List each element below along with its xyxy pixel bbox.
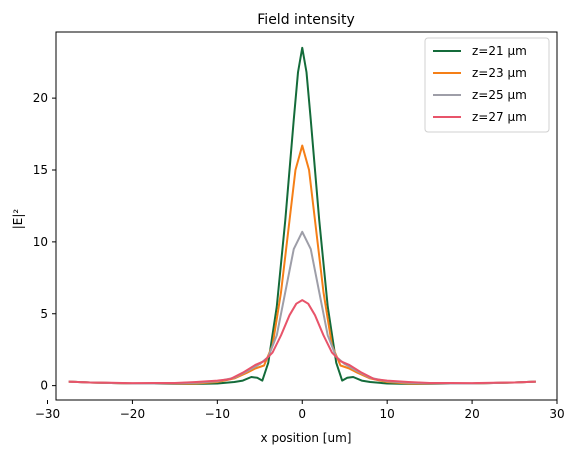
- series-line-3: [68, 299, 536, 385]
- chart-title: Field intensity: [257, 12, 354, 28]
- legend: z=21 μm z=23 μm z=25 μm z=27 μm: [424, 37, 550, 133]
- plot-area: [55, 31, 558, 401]
- y-axis: 0 5 10 15 20: [33, 91, 56, 393]
- y-tick-label: 10: [33, 235, 48, 249]
- legend-label-1: z=23 μm: [472, 66, 527, 80]
- x-tick-label: 10: [380, 407, 395, 421]
- x-tick-label: −20: [120, 407, 145, 421]
- y-axis-label: |E|²: [11, 209, 25, 230]
- legend-label-3: z=27 μm: [472, 110, 527, 124]
- plot-frame: [55, 31, 558, 401]
- legend-label-2: z=25 μm: [472, 88, 527, 102]
- y-tick-label: 15: [33, 163, 48, 177]
- legend-box: [424, 37, 550, 133]
- y-tick-label: 5: [40, 307, 48, 321]
- series-line-1: [68, 144, 536, 385]
- x-axis-label: x position [um]: [261, 431, 352, 445]
- x-tick-label: −30: [35, 407, 60, 421]
- y-tick-label: 0: [40, 379, 48, 393]
- series-line-2: [68, 230, 536, 385]
- x-axis: −30 −20 −10 0 10 20 30: [35, 400, 565, 421]
- x-tick-label: 0: [298, 407, 306, 421]
- x-tick-label: −10: [205, 407, 230, 421]
- x-tick-label: 20: [464, 407, 479, 421]
- x-tick-label: 30: [549, 407, 564, 421]
- legend-label-0: z=21 μm: [472, 44, 527, 58]
- y-tick-label: 20: [33, 91, 48, 105]
